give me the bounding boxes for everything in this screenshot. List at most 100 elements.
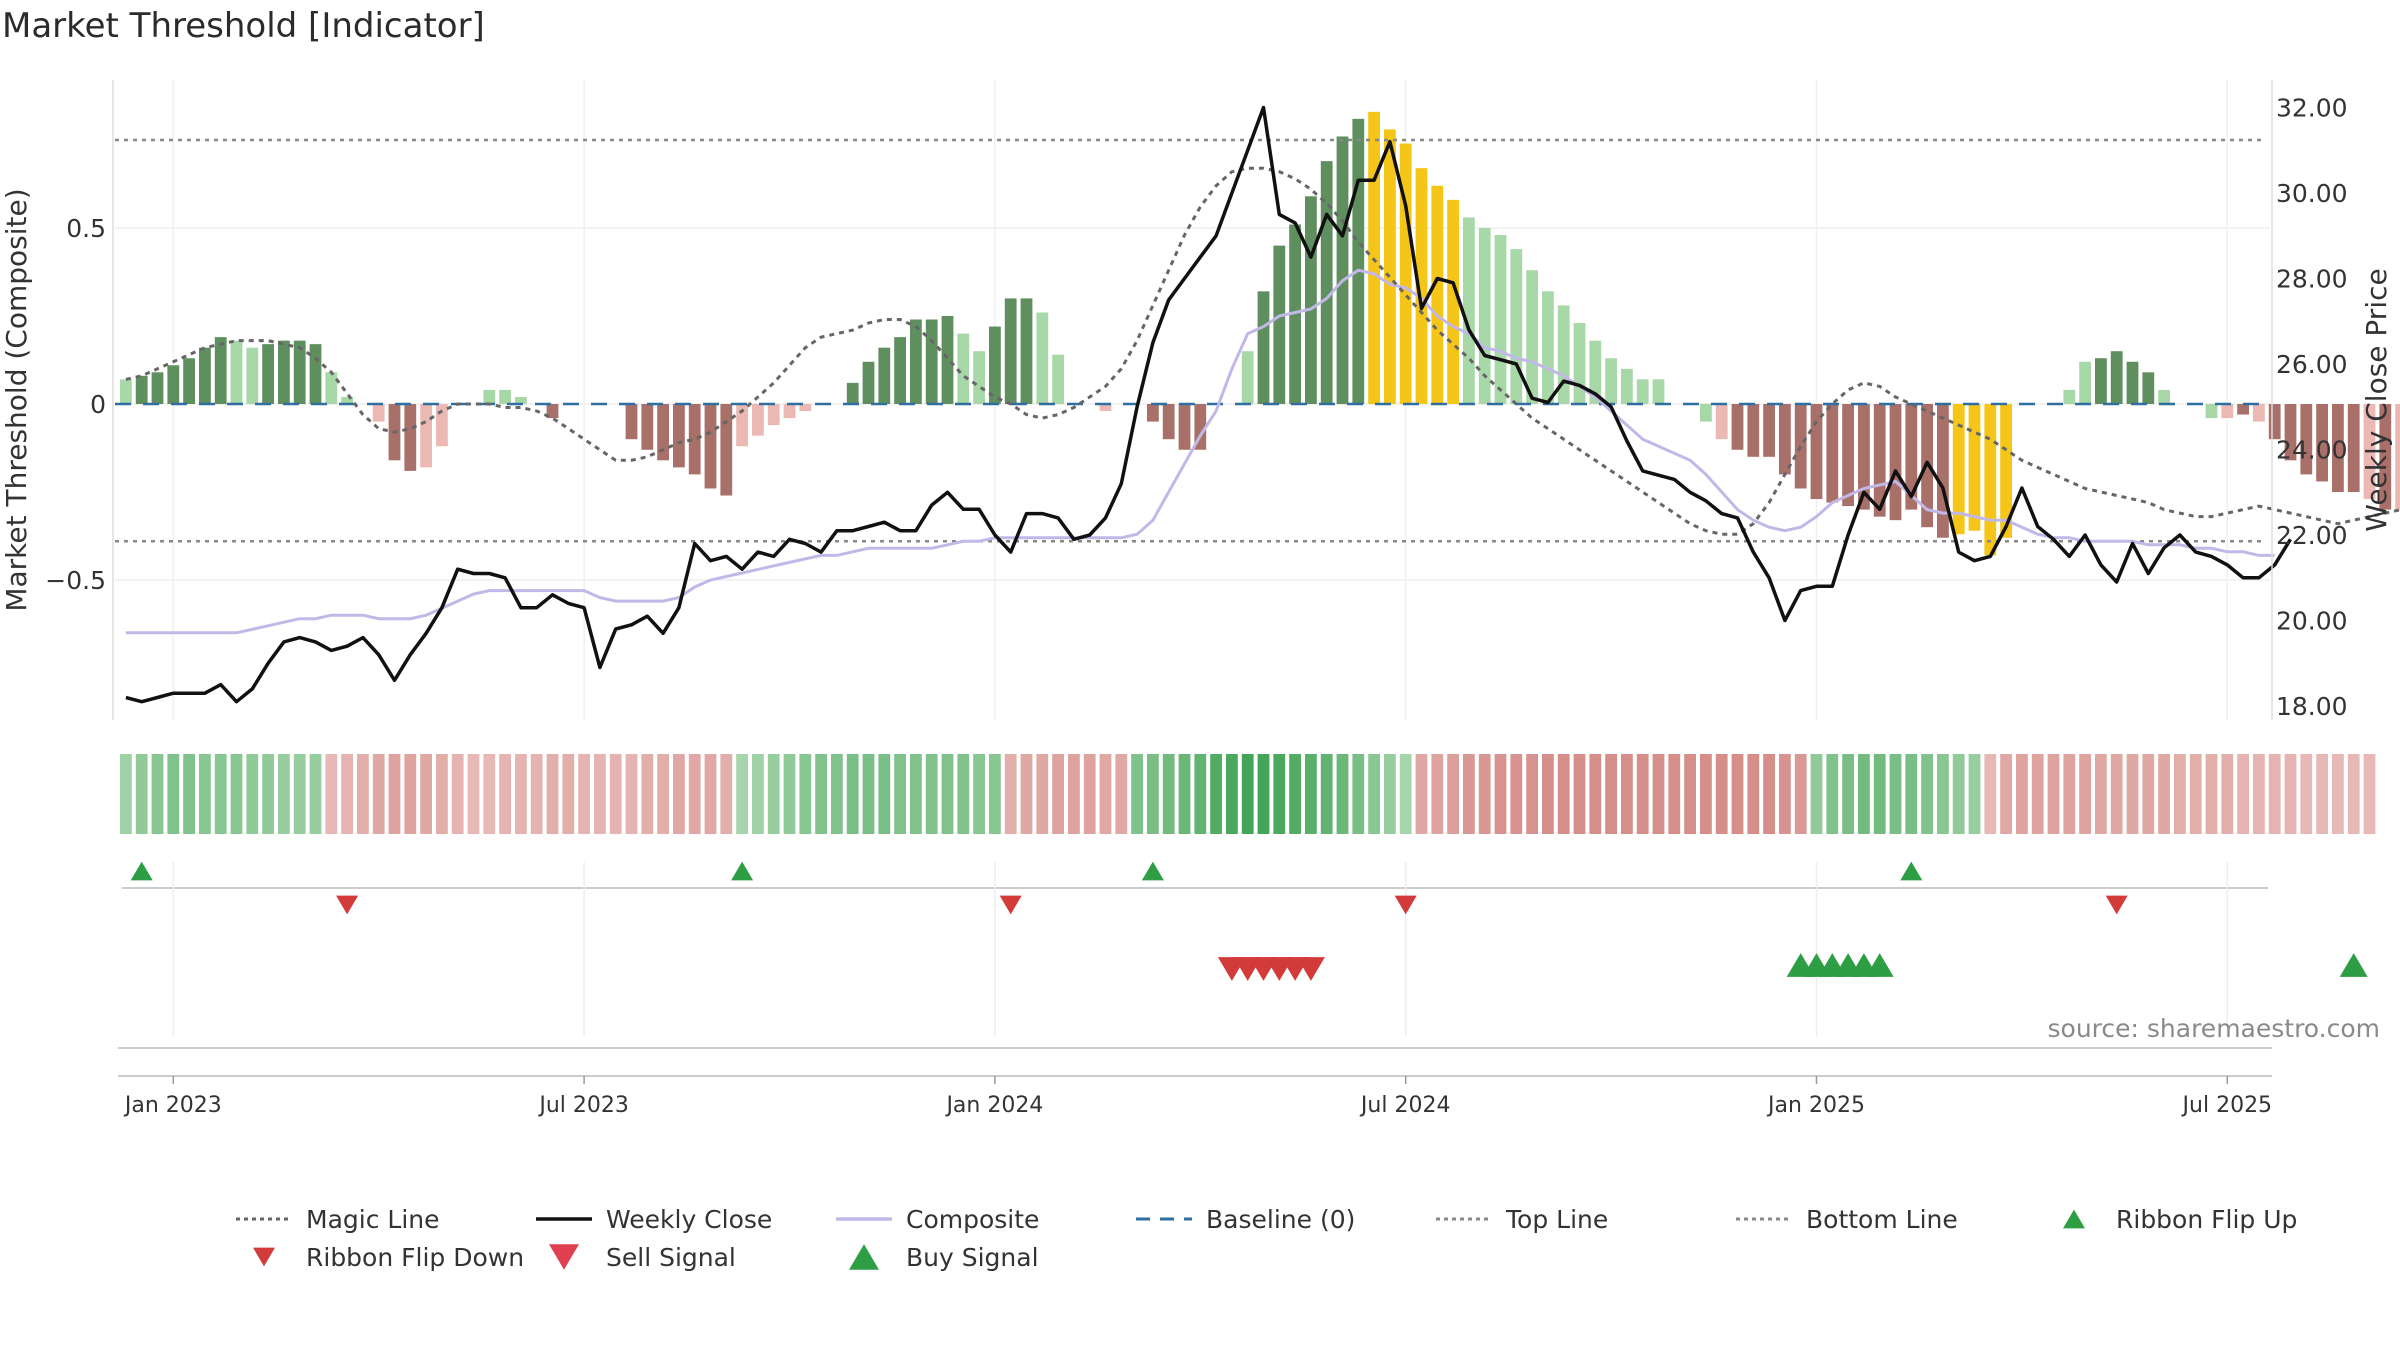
ribbon-cell — [1684, 754, 1696, 834]
composite-bar — [673, 404, 685, 468]
ribbon-cell — [1036, 754, 1049, 834]
legend-item: Composite — [830, 1204, 1039, 1234]
ribbon-cell — [688, 754, 701, 834]
composite-bar — [1178, 404, 1191, 450]
ribbon-cell — [736, 754, 748, 834]
legend-label: Ribbon Flip Down — [306, 1242, 525, 1272]
right-tick-label: 20.00 — [2276, 607, 2348, 636]
composite-bar — [989, 326, 1001, 404]
legend-swatch — [253, 1247, 275, 1267]
ribbon-cell — [293, 754, 306, 834]
ribbon-cell — [436, 754, 448, 834]
ribbon-cell — [878, 754, 891, 834]
ribbon-cell — [846, 754, 859, 834]
ribbon-flip-up-marker — [731, 861, 754, 881]
right-axis-label: Weekly Close Price — [2360, 268, 2393, 531]
composite-bar — [1036, 312, 1049, 404]
magic-line — [125, 166, 2400, 536]
ribbon-cell — [2095, 754, 2107, 834]
ribbon-cell — [2300, 754, 2313, 834]
composite-bar — [657, 404, 669, 461]
ribbon-cell — [957, 754, 970, 834]
x-tick-label: Jul 2023 — [537, 1093, 629, 1118]
ribbon-cell — [1099, 754, 1112, 834]
composite-bar — [309, 344, 322, 404]
ribbon-cell — [2126, 754, 2139, 834]
ribbon-cell — [1257, 754, 1270, 834]
ribbon-cell — [1384, 754, 1396, 834]
legend-item: Ribbon Flip Up — [2040, 1204, 2297, 1234]
ribbon-cell — [1068, 754, 1080, 834]
composite-bar — [1526, 270, 1538, 404]
composite-bar — [2126, 361, 2139, 404]
axes: −0.5 0 0.5 18.00 20.00 22.00 24.00 26.00 28.00 30… — [0, 80, 2393, 721]
composite-bar — [214, 337, 227, 404]
composite-bar — [293, 340, 306, 404]
ribbon-cell — [1873, 754, 1886, 834]
ribbon-cell — [2079, 754, 2091, 834]
right-tick-label: 22.00 — [2276, 521, 2348, 550]
ribbon-cell — [609, 754, 622, 834]
composite-bar — [973, 351, 985, 404]
legend-item: Baseline (0) — [1130, 1204, 1355, 1234]
composite-bar — [135, 375, 148, 404]
ribbon-cell — [1052, 754, 1064, 834]
ribbon-cell — [2284, 754, 2297, 834]
ribbon-cell — [720, 754, 733, 834]
composite-bar — [278, 340, 290, 404]
composite-bar — [2347, 404, 2360, 492]
right-tick-label: 26.00 — [2276, 350, 2348, 379]
composite-bar — [846, 382, 859, 404]
composite-bar — [1810, 404, 1823, 500]
legend-item: Buy Signal — [830, 1242, 1039, 1272]
ribbon-cell — [278, 754, 290, 834]
ribbon-cell — [1178, 754, 1191, 834]
legend-label: Weekly Close — [606, 1204, 773, 1234]
ribbon-cell — [562, 754, 575, 834]
ribbon-cell — [1858, 754, 1870, 834]
ribbon-cell — [1020, 754, 1033, 834]
ribbon-cell — [1921, 754, 1933, 834]
legend-item: Sell Signal — [530, 1242, 736, 1272]
ribbon-cell — [1842, 754, 1854, 834]
composite-bar — [1605, 358, 1617, 404]
composite-bar — [1273, 245, 1286, 404]
ribbon-flip-up-marker — [1141, 861, 1164, 881]
ribbon-cell — [767, 754, 780, 834]
ribbon-cell — [831, 754, 843, 834]
legend-item: Top Line — [1430, 1204, 1608, 1234]
ribbon-cell — [625, 754, 638, 834]
composite-bar — [1431, 185, 1444, 404]
ribbon-cell — [925, 754, 938, 834]
ribbon-cell — [1794, 754, 1807, 834]
ribbon-cell — [1700, 754, 1712, 834]
legend-item: Ribbon Flip Down — [230, 1242, 524, 1272]
legend-swatch — [849, 1244, 879, 1270]
composite-bar — [1826, 404, 1839, 503]
x-tick-label: Jan 2024 — [944, 1093, 1043, 1118]
composite-bar — [1794, 404, 1807, 489]
ribbon-cell — [1463, 754, 1475, 834]
composite-bar — [957, 333, 970, 404]
composite-bar — [2284, 404, 2297, 461]
ribbon-cell — [546, 754, 559, 834]
ribbon-cell — [499, 754, 511, 834]
composite-bar — [1194, 404, 1207, 450]
left-tick-label: −0.5 — [45, 566, 106, 595]
signals — [118, 861, 2368, 1077]
ribbon-cell — [2268, 754, 2281, 834]
composite-bar — [1447, 199, 1459, 404]
ribbon-cell — [1162, 754, 1175, 834]
composite-bar — [1099, 404, 1112, 412]
ribbon-cell — [704, 754, 717, 834]
composite-bar — [1557, 305, 1570, 404]
right-tick-label: 18.00 — [2276, 692, 2348, 721]
composite-bar — [1636, 379, 1649, 404]
composite-bar — [1384, 129, 1396, 404]
ribbon-cell — [2189, 754, 2202, 834]
ribbon-cell — [1368, 754, 1380, 834]
legend-label: Magic Line — [306, 1204, 440, 1234]
composite-bar — [436, 404, 448, 447]
ribbon-cell — [1241, 754, 1254, 834]
